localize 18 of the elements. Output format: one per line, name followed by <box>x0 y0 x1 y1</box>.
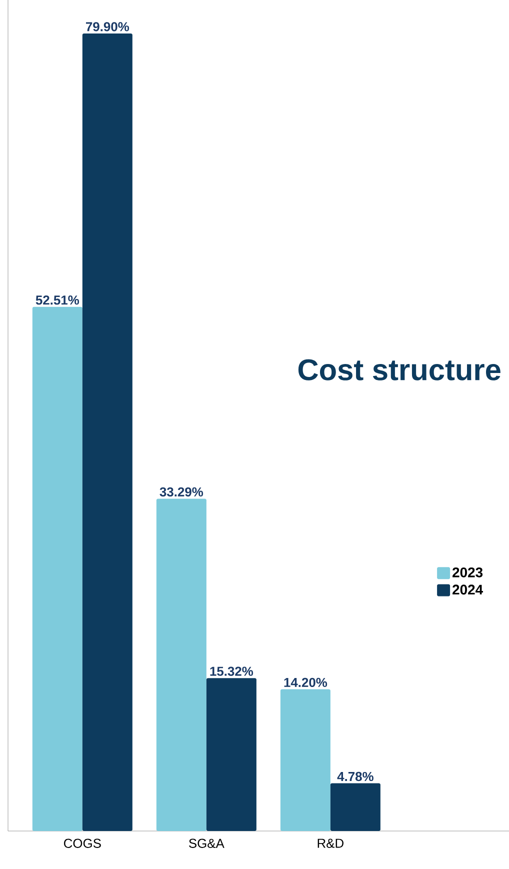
data-label: 4.78% <box>337 772 374 782</box>
legend-label: 2023 <box>452 567 483 578</box>
bar <box>280 689 330 831</box>
bar <box>32 306 82 831</box>
data-label: 14.20% <box>284 678 328 688</box>
bar <box>156 498 206 831</box>
data-label: 52.51% <box>36 296 80 305</box>
data-label: 79.90% <box>86 22 130 32</box>
bar <box>206 678 256 831</box>
x-tick-label: SG&A <box>189 838 224 848</box>
bar <box>330 783 380 831</box>
data-label: 15.32% <box>210 666 254 676</box>
x-tick-label: COGS <box>64 838 101 848</box>
data-label: 33.29% <box>160 487 204 497</box>
x-tick-label: R&D <box>318 838 344 848</box>
legend-label: 2024 <box>452 584 483 595</box>
bar <box>82 33 132 831</box>
text: Cost structure <box>298 359 500 380</box>
